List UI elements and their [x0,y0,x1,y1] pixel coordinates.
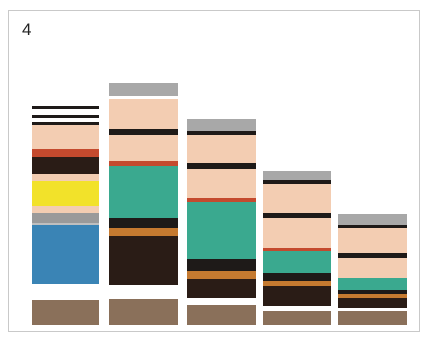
layer-band [32,206,99,213]
layer-band [338,311,407,325]
layer-band [109,228,178,236]
panel-label: 4 [22,20,32,39]
layer-band [187,135,256,163]
layer-band [109,129,178,135]
layer-band [263,281,331,286]
layer-band [338,290,407,294]
layer-band [263,248,331,251]
layer-band [263,171,331,180]
layer-band [32,122,99,125]
layer-band [187,198,256,202]
layer-band [187,169,256,198]
layer-band [109,96,178,99]
layer-band [109,166,178,218]
layer-band [32,225,99,284]
layer-band [338,294,407,298]
layer-band [187,202,256,259]
layer-band [338,228,407,253]
layer-band [187,259,256,271]
layer-band [263,180,331,184]
layer-band [187,298,256,305]
layer-band [187,305,256,325]
layer-band [32,125,99,149]
layer-band [187,119,256,131]
layer-band [109,285,178,299]
layer-band [32,157,99,174]
layer-band [263,273,331,281]
layer-band [263,311,331,325]
layer-band [263,213,331,218]
layer-band [263,218,331,248]
layer-band [263,251,331,273]
layer-band [263,306,331,311]
layer-band [338,308,407,311]
layer-band [32,149,99,157]
layer-band [338,298,407,308]
layer-band [32,118,99,122]
layer-band [338,278,407,290]
layer-band [32,109,99,115]
layer-band [32,174,99,181]
layer-band [32,181,99,206]
layer-band [32,213,99,223]
layer-band [109,218,178,228]
layer-band [263,184,331,213]
layer-band [32,284,99,300]
layer-band [187,163,256,169]
layer-band [338,253,407,258]
layer-band [263,286,331,306]
layer-band [109,83,178,96]
layer-band [109,135,178,161]
layer-band [32,115,99,118]
layer-band [32,300,99,325]
layer-band [338,225,407,228]
layer-band [187,279,256,298]
layer-band [338,258,407,278]
layer-band [109,99,178,129]
layer-band [32,223,99,225]
layer-band [187,131,256,135]
layer-band [109,299,178,325]
layer-band [338,214,407,225]
layer-band [109,161,178,166]
layer-band [32,106,99,109]
layer-band [109,236,178,285]
layer-band [32,103,99,106]
layer-band [187,271,256,279]
